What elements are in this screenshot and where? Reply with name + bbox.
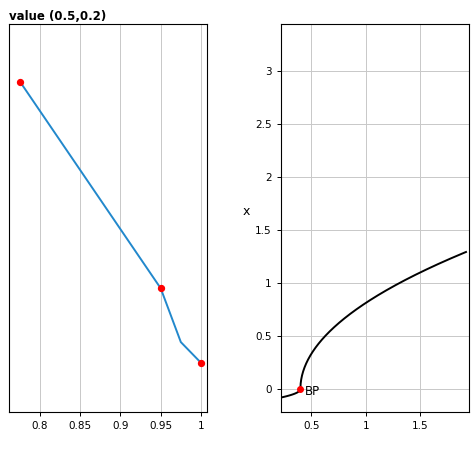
Y-axis label: x: x bbox=[243, 205, 250, 218]
Point bbox=[157, 284, 164, 292]
Text: BP: BP bbox=[305, 385, 320, 399]
Point bbox=[16, 78, 24, 85]
Text: value (0.5,0.2): value (0.5,0.2) bbox=[9, 9, 107, 23]
Point bbox=[297, 385, 304, 393]
Point bbox=[197, 359, 205, 366]
